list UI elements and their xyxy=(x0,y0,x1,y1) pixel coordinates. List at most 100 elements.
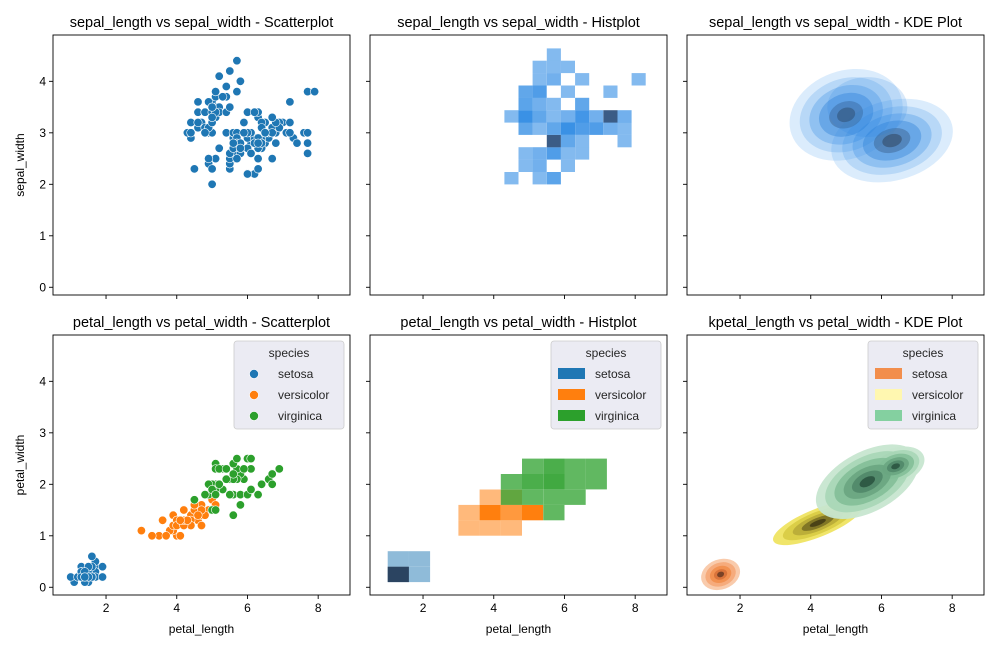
hist-cell-versicolor xyxy=(500,504,522,521)
hist-cell-versicolor xyxy=(479,489,501,505)
hist-cell-virginica xyxy=(500,489,522,505)
chart-panel-1: 0 1 2 3 4 sepal_length vs sepal_width - Scatt… xyxy=(13,15,351,299)
chart-title: kpetal_length vs petal_width - KDE Plot xyxy=(709,315,963,331)
axes-frame xyxy=(686,334,985,596)
axes-frame xyxy=(369,334,668,596)
scatter-point xyxy=(179,505,189,515)
hist-cell xyxy=(589,122,604,135)
hist-cell xyxy=(546,122,561,135)
scatter-point xyxy=(235,143,245,153)
hist-cell xyxy=(575,122,590,135)
scatter-point xyxy=(175,515,185,525)
x-tick-label: 4 xyxy=(490,601,497,615)
legend-swatch-virginica xyxy=(875,410,902,421)
hist-cell xyxy=(546,134,561,148)
hist-cell xyxy=(617,122,632,135)
scatter-point xyxy=(285,118,295,128)
legend-label-versicolor: versicolor xyxy=(278,388,329,402)
legend-swatch-virginica xyxy=(558,410,585,421)
legend: species setosa versicolor virginica xyxy=(867,340,979,430)
y-tick-label: 2 xyxy=(39,477,46,491)
scatter-point xyxy=(285,128,295,138)
axes-frame xyxy=(686,34,985,296)
x-axis-label: petal_length xyxy=(169,622,234,636)
hist-cell-virginica xyxy=(522,489,544,505)
hist-cell xyxy=(560,134,575,148)
x-tick-label: 2 xyxy=(737,601,744,615)
scatter-point xyxy=(98,572,108,582)
scatter-point xyxy=(225,490,235,500)
scatter-point xyxy=(246,484,256,494)
scatter-point xyxy=(250,107,260,117)
chart-title: petal_length vs petal_width - Histplot xyxy=(400,315,636,331)
hist-cell xyxy=(518,85,533,98)
scatter-point xyxy=(310,87,320,97)
scatter-point xyxy=(285,97,295,107)
scatter-point xyxy=(161,531,171,541)
scatter-point xyxy=(260,128,270,138)
scatter-point xyxy=(253,490,263,500)
hist-cell xyxy=(603,85,618,98)
scatter-point xyxy=(158,515,168,525)
scatter-point xyxy=(193,510,203,520)
y-tick-label: 0 xyxy=(39,580,46,594)
hist-cell-virginica xyxy=(585,474,607,490)
scatter-point xyxy=(232,154,242,164)
hist-cell xyxy=(617,110,632,123)
scatter-point xyxy=(228,469,238,479)
chart-panel-6: 2 4 6 8 kpetal_length vs petal_width - KDE P… xyxy=(683,315,985,636)
scatter-point xyxy=(98,562,108,572)
hist-cell xyxy=(532,122,547,135)
hist-cell xyxy=(546,172,561,185)
scatter-point xyxy=(257,479,267,489)
legend-title: species xyxy=(269,346,310,360)
hist-cell-virginica xyxy=(543,489,565,505)
scatter-point xyxy=(274,464,284,474)
hist-cell xyxy=(532,73,547,86)
axes-frame xyxy=(52,34,351,296)
scatter-point xyxy=(232,454,242,464)
scatter-point xyxy=(228,138,238,148)
hist-cell xyxy=(546,110,561,123)
hist-cell xyxy=(546,73,561,86)
legend-swatch-versicolor xyxy=(875,389,902,400)
y-tick-label: 1 xyxy=(39,229,46,243)
legend-title: species xyxy=(586,346,627,360)
y-tick-label: 3 xyxy=(39,426,46,440)
chart-panel-5: 2 4 6 8 petal_length vs petal_width - Histpl… xyxy=(366,315,668,636)
hist-cell-virginica xyxy=(585,458,607,474)
hist-cell-setosa xyxy=(387,566,409,583)
hist-cell-virginica xyxy=(543,504,565,521)
scatter-point xyxy=(228,510,238,520)
kde-contour-versicolor xyxy=(809,518,826,527)
scatter-point xyxy=(186,128,196,138)
hist-cell xyxy=(575,110,590,123)
scatter-point xyxy=(221,474,231,484)
scatter-point xyxy=(253,138,263,148)
plot-area xyxy=(387,458,607,583)
hist-cell xyxy=(532,85,547,98)
scatter-point xyxy=(235,500,245,510)
scatter-point xyxy=(243,169,253,179)
hist-cell-virginica xyxy=(500,474,522,490)
hist-cell-virginica xyxy=(543,458,565,474)
y-axis-label: sepal_width xyxy=(13,133,27,196)
scatter-point xyxy=(197,520,207,530)
hist-cell xyxy=(575,134,590,148)
kde-contour-setosa xyxy=(717,571,725,578)
legend: species setosa versicolor virginica xyxy=(550,340,662,430)
x-tick-label: 6 xyxy=(561,601,568,615)
x-axis-label: petal_length xyxy=(486,622,551,636)
hist-cell-versicolor xyxy=(458,520,480,536)
hist-cell xyxy=(518,159,533,172)
chart-panel-3: sepal_length vs sepal_width - KDE Plot xyxy=(683,15,985,299)
y-axis-label: petal_width xyxy=(13,435,27,496)
hist-cell xyxy=(532,159,547,172)
hist-cell xyxy=(560,147,575,160)
chart-title: sepal_length vs sepal_width - Histplot xyxy=(397,15,640,31)
scatter-point xyxy=(232,56,242,66)
hist-cell xyxy=(575,147,590,160)
scatter-point xyxy=(200,128,210,138)
legend-swatch-setosa xyxy=(558,368,585,379)
x-tick-label: 8 xyxy=(315,601,322,615)
